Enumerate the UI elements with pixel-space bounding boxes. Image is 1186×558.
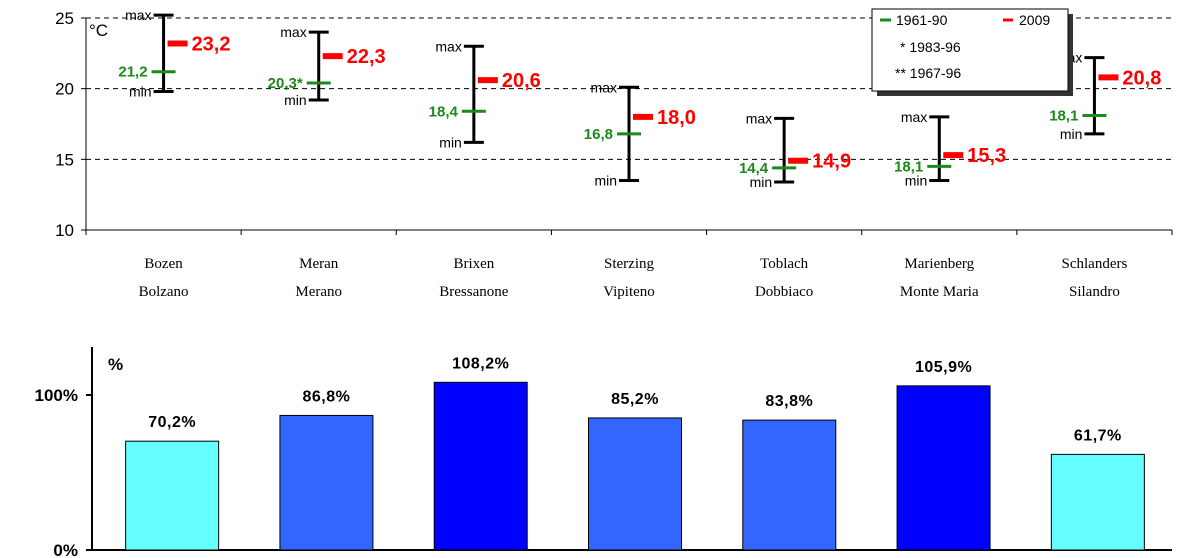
unit-label: °C xyxy=(89,21,108,40)
min-label: min xyxy=(905,173,928,189)
y-tick-label: 10 xyxy=(55,221,74,240)
station-name: Schlanders xyxy=(1062,256,1128,272)
station-name-it: Merano xyxy=(295,284,342,300)
legend-label: 1961-90 xyxy=(896,12,948,28)
legend-label: * 1983-96 xyxy=(900,39,961,55)
y2009-label: 14,9 xyxy=(812,151,851,173)
max-label: max xyxy=(901,109,927,125)
bar-value-label: 85,2% xyxy=(611,391,659,408)
max-label: max xyxy=(435,38,461,54)
y-tick-label: 20 xyxy=(55,80,74,99)
temperature-range-chart: 10 15 20 25 °C Bozen Bolzano max min 21,2 23,2 Mera… xyxy=(55,7,1173,300)
station-name-it: Bressanone xyxy=(439,284,508,300)
bar xyxy=(279,414,374,551)
legend-label: 2009 xyxy=(1019,12,1050,28)
mean-label: 16,8 xyxy=(584,126,613,143)
y2009-label: 15,3 xyxy=(967,145,1006,167)
station-name-it: Bolzano xyxy=(139,284,189,300)
max-label: max xyxy=(746,110,772,126)
max-label: max xyxy=(591,79,617,95)
mean-label: 21,2 xyxy=(118,64,147,81)
station-name: Brixen xyxy=(453,256,494,272)
y2009-label: 20,8 xyxy=(1122,67,1161,89)
y2009-label: 22,3 xyxy=(347,46,386,68)
bar-value-label: 70,2% xyxy=(148,414,196,431)
y2009-label: 23,2 xyxy=(192,33,231,55)
bar xyxy=(1050,453,1145,551)
station-group: Brixen Bressanone max min 18,4 20,6 xyxy=(429,38,541,300)
min-label: min xyxy=(129,83,152,99)
bar-value-label: 83,8% xyxy=(765,393,813,410)
bar-value-label: 86,8% xyxy=(302,388,350,405)
min-label: min xyxy=(284,92,307,108)
y-tick-label: 25 xyxy=(55,9,74,28)
min-label: min xyxy=(1060,126,1083,142)
station-name-it: Vipiteno xyxy=(603,284,655,300)
bar-unit-label: % xyxy=(108,355,123,374)
mean-label: 18,1 xyxy=(894,158,923,175)
percentage-bar-chart: 0% 100%% 70,2% 86,8% 108,2% 85,2% 83,8% 105,9% 6… xyxy=(35,347,1172,558)
station-name-it: Monte Maria xyxy=(900,284,979,300)
station-name: Marienberg xyxy=(904,256,974,272)
station-group: SchlandersSilandromaxmin18,120,8 xyxy=(1049,50,1161,300)
station-name: Sterzing xyxy=(604,256,654,272)
station-name: Bozen xyxy=(144,256,183,272)
legend-box xyxy=(871,8,1069,92)
mean-label: 18,4 xyxy=(429,103,459,120)
legend-label: ** 1967-96 xyxy=(895,65,961,81)
bar-y-tick-label: 0% xyxy=(53,541,78,558)
bar xyxy=(125,440,220,551)
y-tick-label: 15 xyxy=(55,150,74,169)
bar xyxy=(588,417,682,551)
min-label: min xyxy=(594,173,617,189)
station-name: Toblach xyxy=(760,256,809,272)
bar xyxy=(433,381,528,551)
bar xyxy=(896,385,991,551)
bar xyxy=(742,419,837,551)
y2009-label: 20,6 xyxy=(502,70,541,92)
max-label: max xyxy=(280,24,306,40)
mean-label: 18,1 xyxy=(1049,108,1078,125)
max-label: max xyxy=(125,7,151,23)
station-name-it: Silandro xyxy=(1069,284,1120,300)
legend: 1961-90 2009 * 1983-96 ** 1967-96 xyxy=(871,8,1073,96)
station-group: Sterzing Vipiteno max min 16,8 18,0 xyxy=(584,79,696,300)
station-group: Bozen Bolzano max min 21,2 23,2 xyxy=(118,7,230,300)
mean-label: 14,4 xyxy=(739,160,769,177)
bar-y-tick-label: 100% xyxy=(35,386,78,405)
mean-label: 20,3* xyxy=(268,75,303,92)
station-name-it: Dobbiaco xyxy=(755,284,813,300)
bar-value-label: 108,2% xyxy=(452,355,509,372)
bar-value-label: 61,7% xyxy=(1074,427,1122,444)
bar-value-label: 105,9% xyxy=(915,359,972,376)
min-label: min xyxy=(750,174,773,190)
y2009-label: 18,0 xyxy=(657,107,696,129)
station-name: Meran xyxy=(299,256,339,272)
min-label: min xyxy=(439,134,462,150)
